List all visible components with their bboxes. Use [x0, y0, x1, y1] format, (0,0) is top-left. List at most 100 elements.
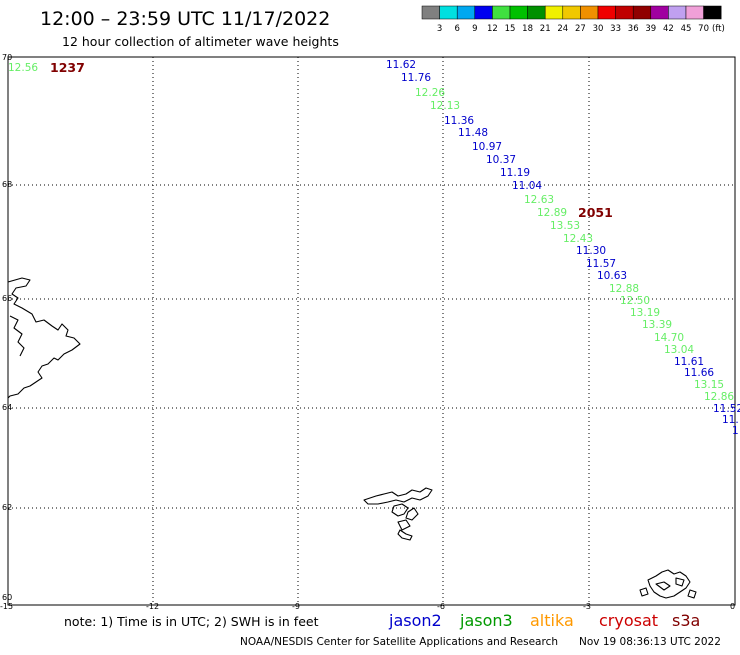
wave-height-reading: 14.70 — [654, 332, 684, 344]
coastlines — [7, 277, 697, 599]
lat-label-66: 66 — [2, 294, 12, 303]
color-scale-swatch — [527, 5, 546, 20]
lat-label-62: 62 — [2, 503, 12, 512]
lon-label-minus12: -12 — [146, 602, 159, 611]
wave-height-reading: 11.52 — [713, 403, 740, 415]
legend-note: note: 1) Time is in UTC; 2) SWH is in fe… — [64, 614, 319, 629]
wave-height-reading: 11.61 — [674, 356, 704, 368]
lon-label-minus3: -3 — [583, 602, 591, 611]
color-scale-label: 24 — [557, 24, 568, 34]
shetland-islands — [647, 569, 691, 599]
faroe-islands-south — [397, 519, 413, 541]
footer-timestamp: Nov 19 08:36:13 UTC 2022 — [579, 636, 721, 648]
wave-height-reading: 11. — [722, 414, 739, 426]
lon-label-minus15: -15 — [0, 602, 13, 611]
wave-height-reading: 13.19 — [630, 307, 660, 319]
pass-time-label: 1237 — [50, 60, 85, 75]
lat-label-68: 68 — [2, 180, 12, 189]
wave-height-reading: 10.97 — [472, 141, 502, 153]
color-scale-label: 70 — [698, 24, 709, 34]
wave-height-reading: 12.86 — [704, 391, 734, 403]
wave-height-reading: 13.15 — [694, 379, 724, 391]
iceland-fjord-detail — [9, 315, 25, 357]
color-scale-label: 21 — [540, 24, 551, 34]
color-scale-label: 9 — [472, 24, 477, 34]
legend-altika: altika — [530, 611, 574, 630]
wave-height-reading: 11.66 — [684, 367, 714, 379]
color-scale-label: 33 — [610, 24, 621, 34]
legend-s3a: s3a — [672, 611, 700, 630]
wave-height-reading: 12.89 — [537, 207, 567, 219]
wave-height-reading: 11.19 — [500, 167, 530, 179]
color-scale-swatch — [492, 5, 511, 20]
color-scale-swatch — [456, 5, 476, 20]
map-frame — [7, 56, 736, 606]
lat-label-60: 60 — [2, 593, 12, 602]
footer-credit: NOAA/NESDIS Center for Satellite Applica… — [240, 636, 558, 648]
lat-label-64: 64 — [2, 403, 12, 412]
wave-height-reading: 12.43 — [563, 233, 593, 245]
color-scale-label: 15 — [505, 24, 516, 34]
color-scale-swatch — [668, 5, 687, 20]
wave-height-reading: 11.62 — [386, 59, 416, 71]
lon-label-0: 0 — [730, 602, 735, 611]
wave-height-reading: 13.53 — [550, 220, 580, 232]
wave-height-reading: 11.36 — [444, 115, 474, 127]
color-scale-swatch — [474, 5, 493, 20]
faroe-islands-mid — [391, 503, 419, 521]
wave-height-reading: 11.04 — [512, 180, 542, 192]
color-scale-swatch — [685, 5, 704, 20]
color-scale-swatch — [597, 5, 616, 20]
wave-height-reading: 12.56 — [8, 62, 38, 74]
color-scale-swatch — [703, 5, 722, 20]
wave-height-reading: 10.63 — [597, 270, 627, 282]
lat-label-70: 70 — [2, 53, 12, 62]
color-scale-label: 18 — [522, 24, 533, 34]
color-scale-swatch — [650, 5, 669, 20]
graticule — [8, 57, 735, 605]
faroe-islands-north — [363, 487, 433, 505]
wave-height-reading: 12.50 — [620, 295, 650, 307]
color-scale-label: 45 — [681, 24, 692, 34]
legend-jason2: jason2 — [388, 611, 442, 630]
wave-height-reading: 12.88 — [609, 283, 639, 295]
color-scale-label: 30 — [593, 24, 604, 34]
color-scale-swatch — [615, 5, 634, 20]
color-scale-swatch — [439, 5, 458, 20]
wave-height-reading: 10.37 — [486, 154, 516, 166]
color-scale-swatch — [509, 5, 528, 20]
iceland-east-coastline — [7, 277, 81, 399]
lon-label-minus6: -6 — [437, 602, 445, 611]
wave-height-reading: 11.30 — [576, 245, 606, 257]
wave-height-reading: 11.48 — [458, 127, 488, 139]
wave-height-reading: 13.39 — [642, 319, 672, 331]
color-scale-swatch — [632, 5, 652, 20]
legend-cryosat: cryosat — [599, 611, 658, 630]
wave-height-reading: 11.76 — [401, 72, 431, 84]
wave-height-reading: 12.13 — [430, 100, 460, 112]
color-scale-unit: (ft) — [712, 24, 725, 34]
wave-height-reading: 11.57 — [586, 258, 616, 270]
color-scale-swatch — [421, 5, 440, 20]
wave-height-reading: 1 — [732, 425, 739, 437]
color-scale-swatch — [562, 5, 581, 20]
color-scale-label: 6 — [454, 24, 459, 34]
color-scale-label: 39 — [645, 24, 656, 34]
color-scale-label: 42 — [663, 24, 674, 34]
lon-label-minus9: -9 — [292, 602, 300, 611]
color-scale-label: 3 — [437, 24, 442, 34]
color-scale-swatch — [580, 5, 599, 20]
pass-time-label: 2051 — [578, 205, 613, 220]
color-scale-label: 36 — [628, 24, 639, 34]
legend-jason3: jason3 — [459, 611, 513, 630]
wave-height-reading: 13.04 — [664, 344, 694, 356]
color-scale-label: 12 — [487, 24, 498, 34]
map-title: 12:00 – 23:59 UTC 11/17/2022 — [40, 8, 330, 30]
map-subtitle: 12 hour collection of altimeter wave hei… — [62, 34, 339, 49]
color-scale-label: 27 — [575, 24, 586, 34]
color-scale-swatch — [544, 5, 564, 20]
wave-height-color-scale: 3 6 9 12 15 18 21 24 27 30 33 36 39 42 45 70 — [421, 5, 722, 34]
wave-height-reading: 12.26 — [415, 87, 445, 99]
